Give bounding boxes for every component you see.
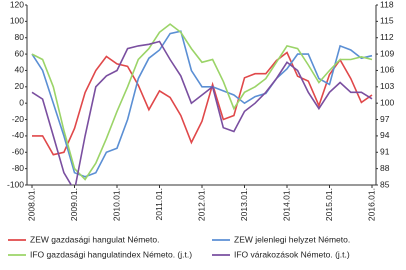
y2-tick-label: 103 [380, 81, 394, 91]
legend-label: ZEW gazdasági hangulat Németo. [30, 234, 159, 244]
y2-tick-label: 97 [380, 114, 390, 124]
legend-label: IFO várakozások Németo. (j.t.) [234, 249, 350, 259]
y2-tick-label: 118 [380, 0, 394, 9]
legend-label: ZEW jelenlegi helyzet Németo. [234, 234, 350, 244]
x-tick-label: 2013.01. [239, 188, 249, 221]
x-tick-label: 2016.01. [366, 188, 376, 221]
y2-tick-label: 85 [380, 179, 390, 189]
x-tick-label: 2011.01. [154, 188, 164, 220]
y2-tick-label: 109 [380, 48, 394, 58]
y-tick-label: 60 [15, 48, 25, 58]
y-tick-label: -80 [12, 163, 25, 173]
series-line [32, 51, 373, 156]
x-tick-label: 2012.01. [196, 188, 206, 221]
x-tick-label: 2014.01. [281, 188, 291, 221]
series-line [31, 23, 373, 181]
y-tick-label: -60 [12, 147, 25, 157]
series-line [31, 40, 373, 185]
y-tick-label: 120 [10, 0, 24, 9]
y2-tick-label: 91 [380, 147, 390, 157]
y-tick-label: 40 [15, 65, 25, 75]
y-tick-label: -100 [7, 179, 24, 189]
y2-tick-label: 100 [380, 97, 394, 107]
x-tick-label: 2009.01. [69, 188, 79, 221]
legend-label: IFO gazdasági hangulatindex Németo. (j.t… [30, 249, 192, 259]
y2-tick-label: 94 [380, 130, 390, 140]
y-tick-label: -40 [12, 130, 25, 140]
y2-tick-label: 88 [380, 163, 390, 173]
y-tick-label: 100 [10, 16, 24, 26]
y-tick-label: 0 [19, 97, 24, 107]
plot-area [31, 23, 373, 185]
y-tick-label: 20 [15, 81, 25, 91]
y2-tick-label: 106 [380, 65, 394, 75]
x-tick-label: 2010.01. [111, 188, 121, 221]
y2-tick-label: 112 [380, 32, 394, 42]
y-tick-label: -20 [12, 114, 25, 124]
y-tick-label: 80 [15, 32, 25, 42]
x-tick-label: 2015.01. [324, 188, 334, 221]
x-tick-label: 2008.01. [26, 188, 36, 221]
y2-tick-label: 115 [380, 16, 394, 26]
